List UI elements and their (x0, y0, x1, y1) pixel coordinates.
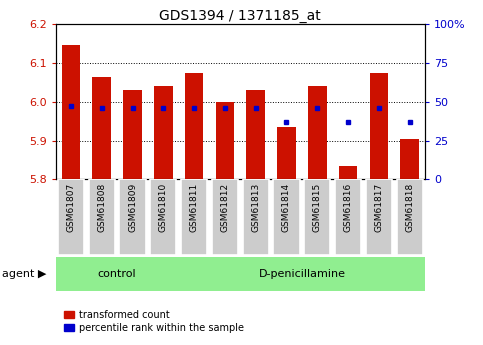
FancyBboxPatch shape (304, 179, 330, 255)
Text: GSM61807: GSM61807 (67, 183, 75, 232)
Text: GSM61813: GSM61813 (251, 183, 260, 232)
FancyBboxPatch shape (366, 179, 392, 255)
Text: GSM61817: GSM61817 (374, 183, 384, 232)
Bar (369, 73, 388, 179)
Text: GSM61816: GSM61816 (343, 183, 353, 232)
FancyBboxPatch shape (181, 179, 207, 255)
Bar (185, 73, 203, 179)
Bar (339, 166, 357, 179)
Bar (62, 46, 80, 179)
Legend: transformed count, percentile rank within the sample: transformed count, percentile rank withi… (60, 306, 248, 337)
FancyBboxPatch shape (58, 179, 84, 255)
Bar (215, 102, 234, 179)
Bar (400, 139, 419, 179)
Bar (246, 90, 265, 179)
Text: GSM61809: GSM61809 (128, 183, 137, 232)
Bar (308, 86, 327, 179)
Text: D-penicillamine: D-penicillamine (258, 269, 345, 279)
Bar (123, 90, 142, 179)
Text: GSM61810: GSM61810 (159, 183, 168, 232)
Bar (277, 127, 296, 179)
FancyBboxPatch shape (150, 179, 176, 255)
Bar (92, 77, 111, 179)
Title: GDS1394 / 1371185_at: GDS1394 / 1371185_at (159, 9, 321, 23)
Text: agent ▶: agent ▶ (2, 269, 47, 279)
FancyBboxPatch shape (397, 179, 423, 255)
Bar (154, 86, 172, 179)
FancyBboxPatch shape (179, 257, 425, 291)
Text: GSM61808: GSM61808 (97, 183, 106, 232)
Text: GSM61818: GSM61818 (405, 183, 414, 232)
FancyBboxPatch shape (89, 179, 115, 255)
FancyBboxPatch shape (335, 179, 361, 255)
FancyBboxPatch shape (273, 179, 299, 255)
Text: GSM61814: GSM61814 (282, 183, 291, 231)
Text: GSM61815: GSM61815 (313, 183, 322, 232)
FancyBboxPatch shape (56, 257, 179, 291)
Text: GSM61812: GSM61812 (220, 183, 229, 231)
FancyBboxPatch shape (119, 179, 145, 255)
Text: control: control (98, 269, 136, 279)
FancyBboxPatch shape (242, 179, 269, 255)
Text: GSM61811: GSM61811 (190, 183, 199, 232)
FancyBboxPatch shape (212, 179, 238, 255)
